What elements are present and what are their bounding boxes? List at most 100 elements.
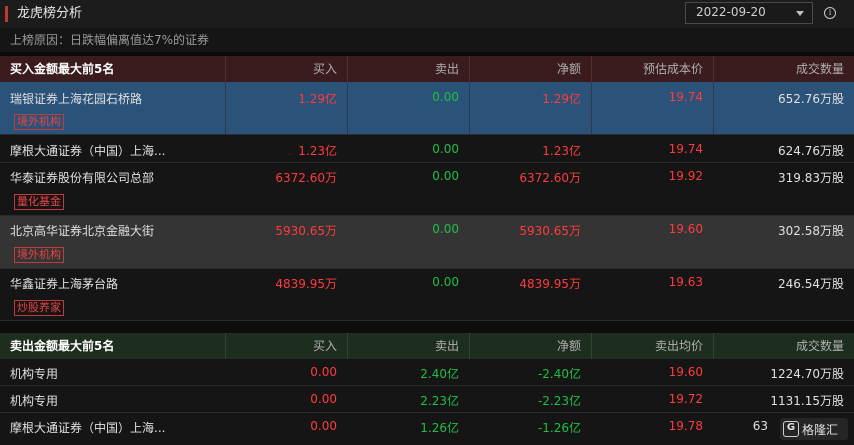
avg-sell-price: 19.60	[668, 365, 703, 379]
column-divider	[713, 56, 714, 82]
buy-amount: 1.23亿	[298, 144, 337, 158]
sell-header-sell[interactable]: 卖出	[434, 339, 459, 353]
column-divider	[469, 82, 470, 134]
buy-header-net[interactable]: 净额	[556, 62, 581, 76]
net-amount: 4839.95万	[519, 277, 581, 291]
trade-volume: 246.54万股	[778, 277, 844, 291]
buy-amount: 0.00	[310, 365, 337, 379]
sell-header-price[interactable]: 卖出均价	[654, 339, 703, 353]
buy-header-price[interactable]: 预估成本价	[642, 62, 703, 76]
net-amount: 1.29亿	[542, 92, 581, 106]
sell-amount: 0.00	[432, 169, 459, 183]
column-divider	[713, 333, 714, 359]
column-divider	[469, 333, 470, 359]
sell-header-name: 卖出金额最大前5名	[10, 339, 115, 353]
column-divider	[713, 82, 714, 134]
buy-amount: 6372.60万	[275, 171, 337, 185]
sell-amount: 2.40亿	[420, 367, 459, 381]
sell-amount: 0.00	[432, 90, 459, 104]
cost-price: 19.92	[668, 169, 703, 183]
avg-sell-price: 19.72	[668, 392, 703, 406]
seat-name: 摩根大通证券（中国）上海...	[10, 421, 166, 435]
trade-volume: 63	[752, 419, 768, 433]
buy-table-header: 买入金额最大前5名 买入 卖出 净额 预估成本价 成交数量	[0, 56, 854, 82]
trade-volume: 652.76万股	[778, 92, 844, 106]
buy-header-sell[interactable]: 卖出	[434, 62, 459, 76]
watermark-logo: G 格隆汇	[780, 418, 848, 440]
sell-header-net[interactable]: 净额	[556, 339, 581, 353]
chevron-down-icon	[796, 11, 804, 16]
column-divider	[225, 333, 226, 359]
buy-table-row[interactable]: 瑞银证券上海花园石桥路 1.29亿 0.00 1.29亿 19.74 652.7…	[0, 82, 854, 135]
sell-table-row[interactable]: 机构专用 0.00 2.23亿 -2.23亿 19.72 1131.15万股	[0, 386, 854, 413]
buy-amount: 4839.95万	[275, 277, 337, 291]
column-divider	[591, 56, 592, 82]
buy-amount: 0.00	[310, 419, 337, 433]
buy-amount: 1.29亿	[298, 92, 337, 106]
sell-amount: 0.00	[432, 222, 459, 236]
sell-amount: 2.23亿	[420, 394, 459, 408]
trade-volume: 302.58万股	[778, 224, 844, 238]
page-title: 龙虎榜分析	[17, 6, 83, 21]
net-amount: -2.23亿	[537, 394, 581, 408]
sell-amount: 1.26亿	[420, 421, 459, 435]
net-amount: 5930.65万	[519, 224, 581, 238]
seat-tag-badge[interactable]: 炒股养家	[14, 300, 64, 316]
date-dropdown-value: 2022-09-20	[696, 5, 766, 19]
date-dropdown[interactable]: 2022-09-20	[685, 2, 813, 24]
seat-tag-badge[interactable]: 量化基金	[14, 194, 64, 210]
trade-volume: 319.83万股	[778, 171, 844, 185]
sell-header-buy[interactable]: 买入	[312, 339, 337, 353]
column-divider	[347, 56, 348, 82]
section-gap	[0, 321, 854, 333]
divider	[0, 52, 854, 56]
seat-name: 瑞银证券上海花园石桥路	[10, 92, 143, 106]
buy-header-volume[interactable]: 成交数量	[795, 62, 844, 76]
buy-header-buy[interactable]: 买入	[312, 62, 337, 76]
buy-table-row[interactable]: 摩根大通证券（中国）上海... 1.23亿 0.00 1.23亿 19.74 6…	[0, 135, 854, 163]
column-divider	[225, 56, 226, 82]
cost-price: 19.74	[668, 90, 703, 104]
sell-table-row[interactable]: 摩根大通证券（中国）上海... 0.00 1.26亿 -1.26亿 19.78 …	[0, 413, 854, 445]
buy-table-row[interactable]: 华泰证券股份有限公司总部 6372.60万 0.00 6372.60万 19.9…	[0, 163, 854, 216]
net-amount: 1.23亿	[542, 144, 581, 158]
sell-amount: 0.00	[432, 275, 459, 289]
sell-table-row[interactable]: 机构专用 0.00 2.40亿 -2.40亿 19.60 1224.70万股	[0, 359, 854, 386]
cost-price: 19.63	[668, 275, 703, 289]
info-icon[interactable]: i	[824, 7, 836, 19]
sell-table-header: 卖出金额最大前5名 买入 卖出 净额 卖出均价 成交数量	[0, 333, 854, 359]
column-divider	[347, 333, 348, 359]
seat-tag-badge[interactable]: 境外机构	[14, 247, 64, 263]
buy-amount: 5930.65万	[275, 224, 337, 238]
seat-name: 北京高华证券北京金融大街	[10, 224, 155, 238]
column-divider	[469, 56, 470, 82]
cost-price: 19.60	[668, 222, 703, 236]
buy-header-name: 买入金额最大前5名	[10, 62, 115, 76]
listing-reason: 上榜原因：日跌幅偏离值达7%的证券	[10, 33, 210, 47]
net-amount: -2.40亿	[537, 367, 581, 381]
gelonghui-logo-icon: G	[783, 421, 799, 437]
avg-sell-price: 19.78	[668, 419, 703, 433]
column-divider	[347, 82, 348, 134]
column-divider	[591, 333, 592, 359]
cost-price: 19.74	[668, 142, 703, 156]
sell-header-volume[interactable]: 成交数量	[795, 339, 844, 353]
seat-name: 华泰证券股份有限公司总部	[10, 171, 155, 185]
sell-amount: 0.00	[432, 142, 459, 156]
net-amount: 6372.60万	[519, 171, 581, 185]
trade-volume: 624.76万股	[778, 144, 844, 158]
seat-name: 华鑫证券上海茅台路	[10, 277, 119, 291]
buy-table-row[interactable]: 北京高华证券北京金融大街 5930.65万 0.00 5930.65万 19.6…	[0, 216, 854, 269]
column-divider	[591, 82, 592, 134]
seat-tag-badge[interactable]: 境外机构	[14, 114, 64, 130]
title-accent-bar	[5, 6, 8, 22]
column-divider	[225, 82, 226, 134]
seat-name: 机构专用	[10, 367, 59, 381]
seat-name: 机构专用	[10, 394, 59, 408]
title-bar: 龙虎榜分析 2022-09-20 i	[0, 0, 854, 28]
seat-name: 摩根大通证券（中国）上海...	[10, 144, 166, 158]
buy-amount: 0.00	[310, 392, 337, 406]
net-amount: -1.26亿	[537, 421, 581, 435]
trade-volume: 1224.70万股	[770, 367, 844, 381]
buy-table-row[interactable]: 华鑫证券上海茅台路 4839.95万 0.00 4839.95万 19.63 2…	[0, 269, 854, 321]
